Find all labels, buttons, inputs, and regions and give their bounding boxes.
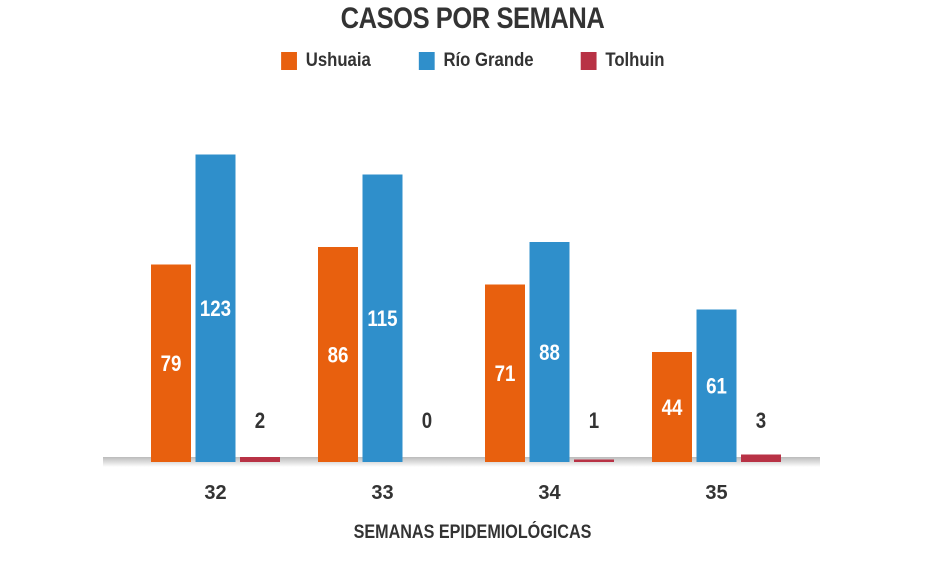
- bar-ushuaia-33: [318, 247, 358, 462]
- x-axis-label: SEMANAS EPIDEMIOLÓGICAS: [353, 522, 592, 543]
- data-label: 1: [589, 410, 599, 434]
- data-label: 61: [706, 375, 727, 399]
- legend-item-ushuaia: Ushuaia: [280, 50, 371, 72]
- data-label: 3: [756, 410, 766, 434]
- legend-swatch: [280, 52, 297, 70]
- x-tick-label: 33: [371, 482, 393, 504]
- legend-label: Río Grande: [443, 50, 534, 71]
- data-label: 44: [662, 397, 683, 421]
- x-tick-label: 34: [538, 482, 561, 504]
- x-tick-label: 32: [204, 482, 226, 504]
- legend-label: Ushuaia: [305, 50, 371, 71]
- data-label: 86: [328, 344, 349, 368]
- bar-río-grande-33: [362, 174, 403, 462]
- bar-ushuaia-34: [485, 284, 525, 462]
- data-label: 79: [161, 353, 182, 377]
- data-label: 88: [539, 342, 560, 366]
- baseline: [103, 457, 820, 467]
- data-label: 71: [495, 363, 516, 387]
- bar-ushuaia-32: [151, 264, 191, 462]
- bar-río-grande-34: [529, 242, 570, 462]
- legend-swatch: [418, 52, 435, 70]
- data-label: 0: [422, 410, 432, 434]
- legend-item-tolhuin: Tolhuin: [580, 50, 665, 72]
- legend: Ushuaia Río Grande Tolhuin: [0, 50, 945, 72]
- legend-item-rio-grande: Río Grande: [418, 50, 533, 72]
- bar-tolhuin-35: [741, 454, 781, 462]
- bar-río-grande-32: [195, 154, 236, 462]
- data-label: 123: [200, 298, 231, 322]
- bar-río-grande-35: [696, 309, 737, 462]
- chart-title: CASOS POR SEMANA: [340, 2, 605, 35]
- bar-tolhuin-34: [574, 459, 614, 462]
- bar-ushuaia-35: [652, 352, 692, 462]
- data-label: 2: [255, 410, 265, 434]
- legend-swatch: [580, 52, 597, 70]
- legend-label: Tolhuin: [605, 50, 665, 71]
- bar-tolhuin-32: [240, 457, 280, 462]
- data-label: 115: [367, 308, 397, 332]
- x-tick-label: 35: [705, 482, 727, 504]
